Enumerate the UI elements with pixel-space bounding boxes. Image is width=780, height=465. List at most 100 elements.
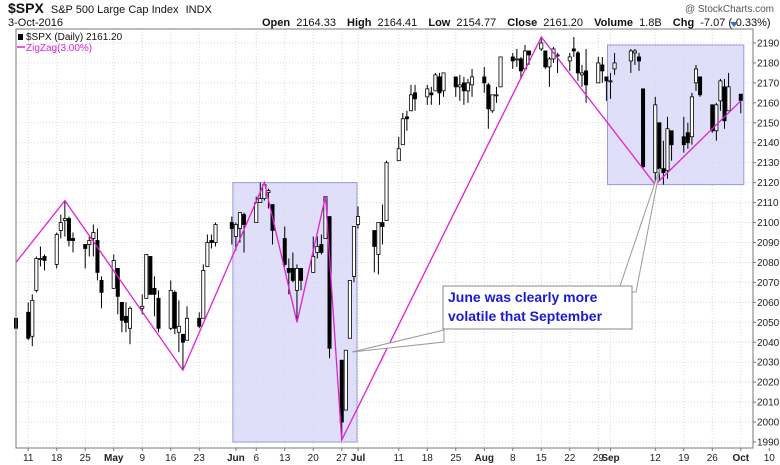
candle — [429, 86, 434, 105]
candle — [465, 78, 470, 103]
candle-body — [584, 70, 589, 86]
candle-body — [315, 246, 320, 253]
candle — [608, 72, 613, 99]
candle — [579, 64, 584, 87]
candle — [339, 359, 344, 441]
candle-body — [34, 258, 39, 291]
candle-body — [339, 359, 344, 423]
candle-body — [718, 80, 723, 102]
candle-body — [286, 268, 291, 273]
candle-body — [685, 132, 690, 144]
candle-body — [299, 268, 304, 281]
candle — [543, 50, 548, 69]
candle-body — [518, 58, 523, 72]
candle-body — [319, 244, 324, 253]
candle-body — [62, 218, 67, 221]
candle-body — [575, 52, 580, 74]
candle-body — [396, 148, 401, 162]
candle — [42, 254, 47, 271]
candle-body — [42, 256, 47, 261]
candle — [71, 232, 76, 253]
candle-body — [657, 122, 662, 170]
candle — [490, 94, 495, 113]
chg-label: Chg — [673, 17, 694, 29]
candle-body — [351, 226, 356, 277]
low-label: Low — [428, 17, 450, 29]
candle-body — [237, 212, 242, 229]
candle — [453, 76, 458, 97]
candle-body — [185, 317, 190, 341]
candle — [347, 279, 352, 339]
candle — [168, 280, 173, 331]
candle — [201, 264, 206, 319]
candle — [470, 68, 475, 97]
candle — [693, 64, 698, 91]
candle — [311, 236, 316, 273]
candle-body — [99, 279, 104, 293]
candle — [718, 78, 723, 111]
y-tick-label: 2190 — [757, 38, 780, 49]
x-tick-label: 8 — [510, 453, 516, 464]
candle-body — [58, 222, 63, 231]
candle-body — [490, 94, 495, 112]
chevron-down-icon[interactable] — [730, 22, 738, 27]
candle — [152, 276, 157, 317]
candle-body — [229, 222, 234, 229]
candle-body — [128, 307, 133, 329]
candle-body — [722, 86, 727, 122]
callout-box — [442, 285, 633, 330]
candle-body — [470, 76, 475, 86]
low-value: 2154.77 — [456, 17, 496, 29]
legend-price-label: $SPX (Daily) 2161.20 — [26, 32, 123, 43]
x-tick-label: Sep — [601, 453, 619, 464]
candle-body — [441, 72, 446, 92]
candle-body — [714, 104, 719, 132]
candle-body — [376, 222, 381, 255]
candle-body — [628, 50, 633, 62]
x-tick-label: Oct — [732, 453, 749, 464]
candle — [441, 72, 446, 97]
candle — [482, 66, 487, 93]
candle — [681, 116, 686, 153]
x-tick-label: Aug — [475, 453, 494, 464]
candle — [99, 276, 104, 309]
candle — [539, 36, 544, 51]
candle — [54, 232, 59, 269]
x-tick-label: 23 — [194, 453, 206, 464]
candle — [408, 84, 413, 112]
x-tick-label: 22 — [564, 453, 576, 464]
candle — [299, 268, 304, 291]
candle-body — [579, 72, 584, 76]
candle-body — [425, 88, 430, 98]
header-ohlc: Open 2164.33 High 2164.41 Low 2154.77 Cl… — [262, 17, 771, 29]
candle — [34, 256, 39, 293]
candle — [343, 349, 348, 411]
callout-pointer-june — [351, 329, 445, 353]
candle-body — [172, 291, 177, 329]
candle — [400, 112, 405, 146]
candle-body — [453, 76, 458, 88]
candle-body — [486, 84, 491, 110]
highlight-box-september — [606, 44, 745, 186]
watermark: @ StockCharts.com — [685, 4, 774, 15]
candle — [632, 48, 637, 65]
candle — [726, 72, 731, 112]
x-tick-label: 11 — [394, 453, 405, 464]
candle-body — [693, 68, 698, 84]
candle — [514, 48, 519, 67]
y-tick-label: 2140 — [757, 138, 780, 149]
candle-body — [738, 93, 743, 101]
candle — [95, 228, 100, 281]
open-label: Open — [262, 17, 290, 29]
x-tick-label: 19 — [678, 453, 690, 464]
close-label: Close — [507, 17, 537, 29]
candle — [128, 306, 133, 345]
y-tick-label: 2160 — [757, 98, 780, 109]
candle — [653, 96, 658, 185]
y-tick-label: 2030 — [757, 358, 780, 369]
candle — [461, 76, 466, 105]
candle-body — [372, 230, 377, 247]
candle — [738, 93, 743, 114]
candle — [294, 264, 299, 323]
